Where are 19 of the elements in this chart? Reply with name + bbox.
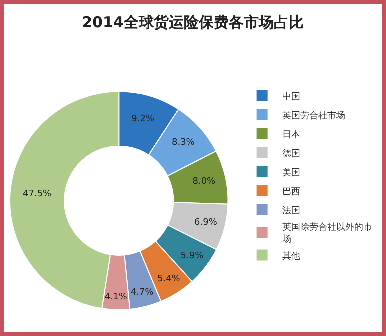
legend-label: 美国 — [282, 167, 300, 178]
data-label: 47.5% — [23, 189, 52, 200]
legend-label: 英国劳合社市场 — [282, 110, 346, 122]
data-label: 8.0% — [192, 176, 216, 187]
data-label: 5.9% — [180, 252, 204, 262]
legend-label: 其他 — [282, 250, 300, 262]
data-label: 4.7% — [130, 288, 154, 298]
legend-label: 中国 — [282, 91, 300, 102]
legend-label: 英国除劳合社以外的市场 — [281, 222, 372, 245]
legend-label: 法国 — [282, 205, 300, 216]
data-label: 9.2% — [132, 114, 155, 125]
legend-label: 日本 — [282, 129, 300, 140]
chart-title: 2014全球货运险保费各市场占比 — [82, 14, 304, 32]
data-label: 8.3% — [172, 138, 196, 148]
legend-label: 德国 — [282, 148, 300, 160]
data-label: 6.9% — [194, 218, 218, 228]
data-label: 5.4% — [157, 274, 181, 285]
legend-label: 巴西 — [282, 187, 300, 198]
data-label: 4.1% — [104, 292, 128, 303]
